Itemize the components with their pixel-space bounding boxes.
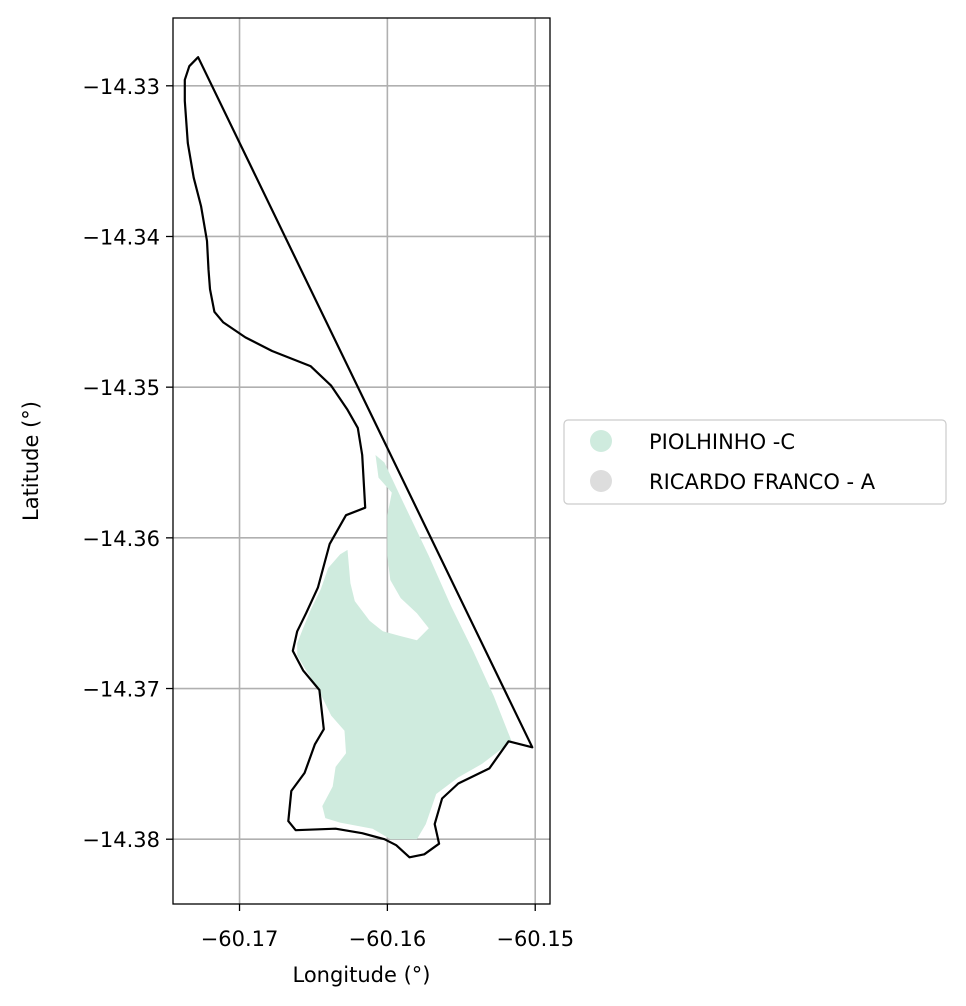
- x-axis-label: Longitude (°): [292, 963, 430, 987]
- gridlines: [173, 18, 550, 904]
- boundary-outline-layer: [183, 56, 534, 859]
- y-tick-label: −14.33: [82, 75, 160, 99]
- legend-label-piolhinho: PIOLHINHO -C: [649, 430, 795, 454]
- y-tick-label: −14.34: [82, 225, 160, 249]
- region-polygons: [297, 455, 512, 840]
- x-tick-label: −60.17: [201, 927, 279, 951]
- region-piolhinho-c: [297, 455, 512, 840]
- plot-frame: [172, 17, 551, 905]
- axis-ticks: −60.17 −60.16 −60.15 −14.33 −14.34 −14.35 −14.…: [82, 75, 574, 951]
- x-tick-label: −60.15: [496, 927, 574, 951]
- legend-marker-ricardo-franco: [590, 470, 612, 492]
- legend-label-ricardo-franco: RICARDO FRANCO - A: [649, 470, 876, 494]
- y-axis-label: Latitude (°): [19, 401, 43, 521]
- legend-frame: [563, 419, 947, 505]
- region-boundary-outline: [183, 56, 534, 859]
- y-tick-label: −14.38: [82, 828, 160, 852]
- y-tick-label: −14.35: [82, 376, 160, 400]
- y-tick-label: −14.37: [82, 678, 160, 702]
- legend: PIOLHINHO -C RICARDO FRANCO - A: [563, 419, 947, 505]
- legend-marker-piolhinho: [590, 430, 612, 452]
- y-tick-label: −14.36: [82, 527, 160, 551]
- x-tick-label: −60.16: [349, 927, 427, 951]
